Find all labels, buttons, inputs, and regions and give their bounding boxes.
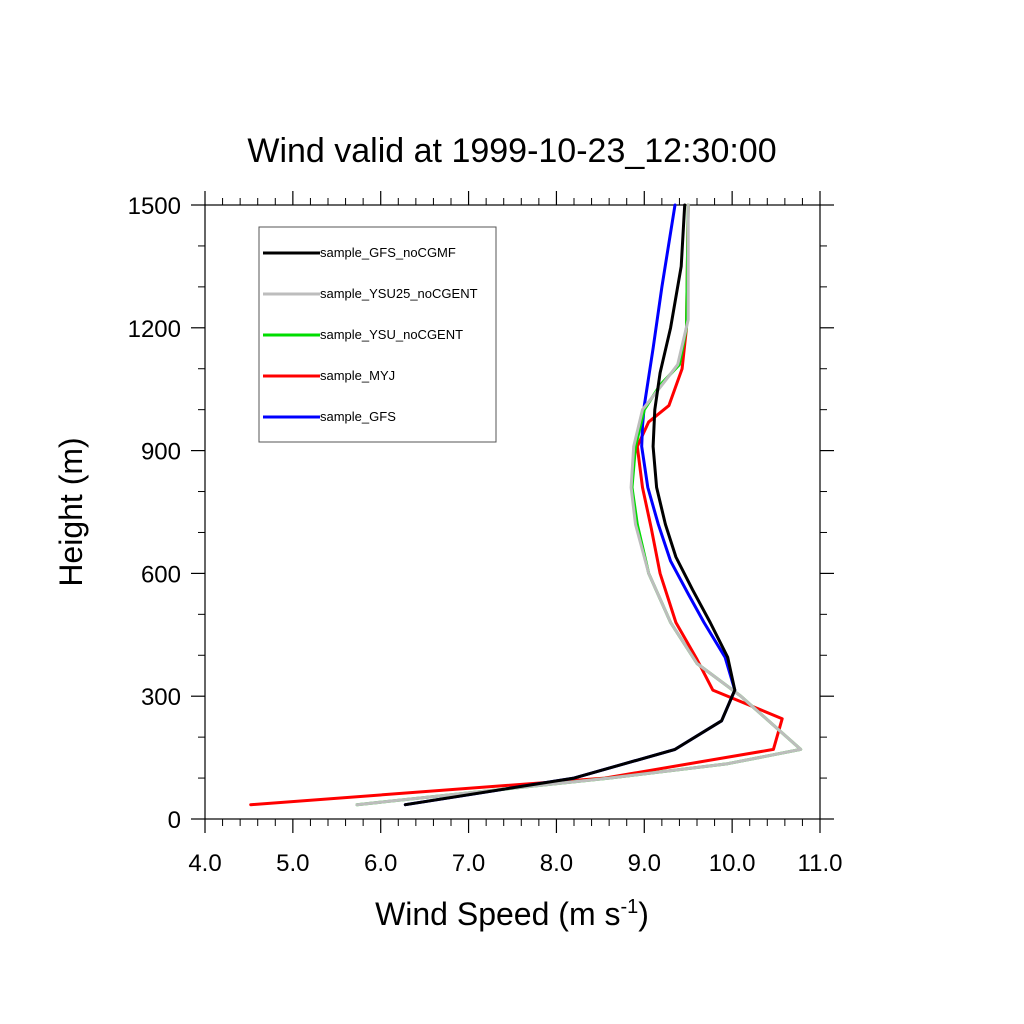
legend-label: sample_YSU_noCGENT (320, 327, 463, 342)
legend-label: sample_MYJ (320, 368, 395, 383)
x-axis-label-superscript: -1 (620, 896, 638, 918)
x-tick-label: 10.0 (709, 850, 756, 877)
plot-frame-rect (204, 204, 821, 820)
x-tick-label: 9.0 (628, 850, 661, 877)
y-tick-label: 900 (141, 439, 181, 466)
legend: sample_GFS_noCGMF sample_YSU25_noCGENTsam… (258, 226, 497, 443)
y-axis-label: Height (m) (53, 437, 89, 586)
series-line-sample-myj (249, 203, 784, 807)
legend-label: sample_GFS (320, 409, 396, 424)
x-tick-label: 11.0 (798, 850, 843, 877)
x-axis-label: Wind Speed (m s-1) (375, 896, 649, 932)
x-tick-label: 7.0 (452, 850, 485, 877)
axis-ticks: 4.0 5.0 6.0 7.0 8.0 9.0 10.0 11.0 0 300 600 900 1200… (128, 191, 843, 877)
series-line-sample-gfs-nocgmf (403, 203, 737, 807)
y-tick-label: 300 (141, 684, 181, 711)
x-tick-label: 4.0 (188, 850, 221, 877)
plot-frame (204, 204, 821, 820)
y-tick-label: 1500 (128, 193, 181, 220)
x-tick-label: 5.0 (276, 850, 309, 877)
series-line-sample-ysu25-nocgent (355, 203, 803, 807)
chart-title: Wind valid at 1999-10-23_12:30:00 (247, 132, 776, 170)
y-tick-label: 0 (168, 807, 181, 834)
series-lines (249, 203, 803, 807)
x-axis-label-main: Wind Speed (m s (375, 896, 620, 932)
x-tick-label: 8.0 (540, 850, 573, 877)
x-tick-label: 6.0 (364, 850, 397, 877)
legend-label: sample_GFS_noCGMF (320, 245, 456, 260)
y-tick-label: 600 (141, 561, 181, 588)
y-tick-label: 1200 (128, 316, 181, 343)
x-axis-label-close: ) (638, 896, 649, 932)
legend-label: sample_YSU25_noCGENT (320, 286, 478, 301)
